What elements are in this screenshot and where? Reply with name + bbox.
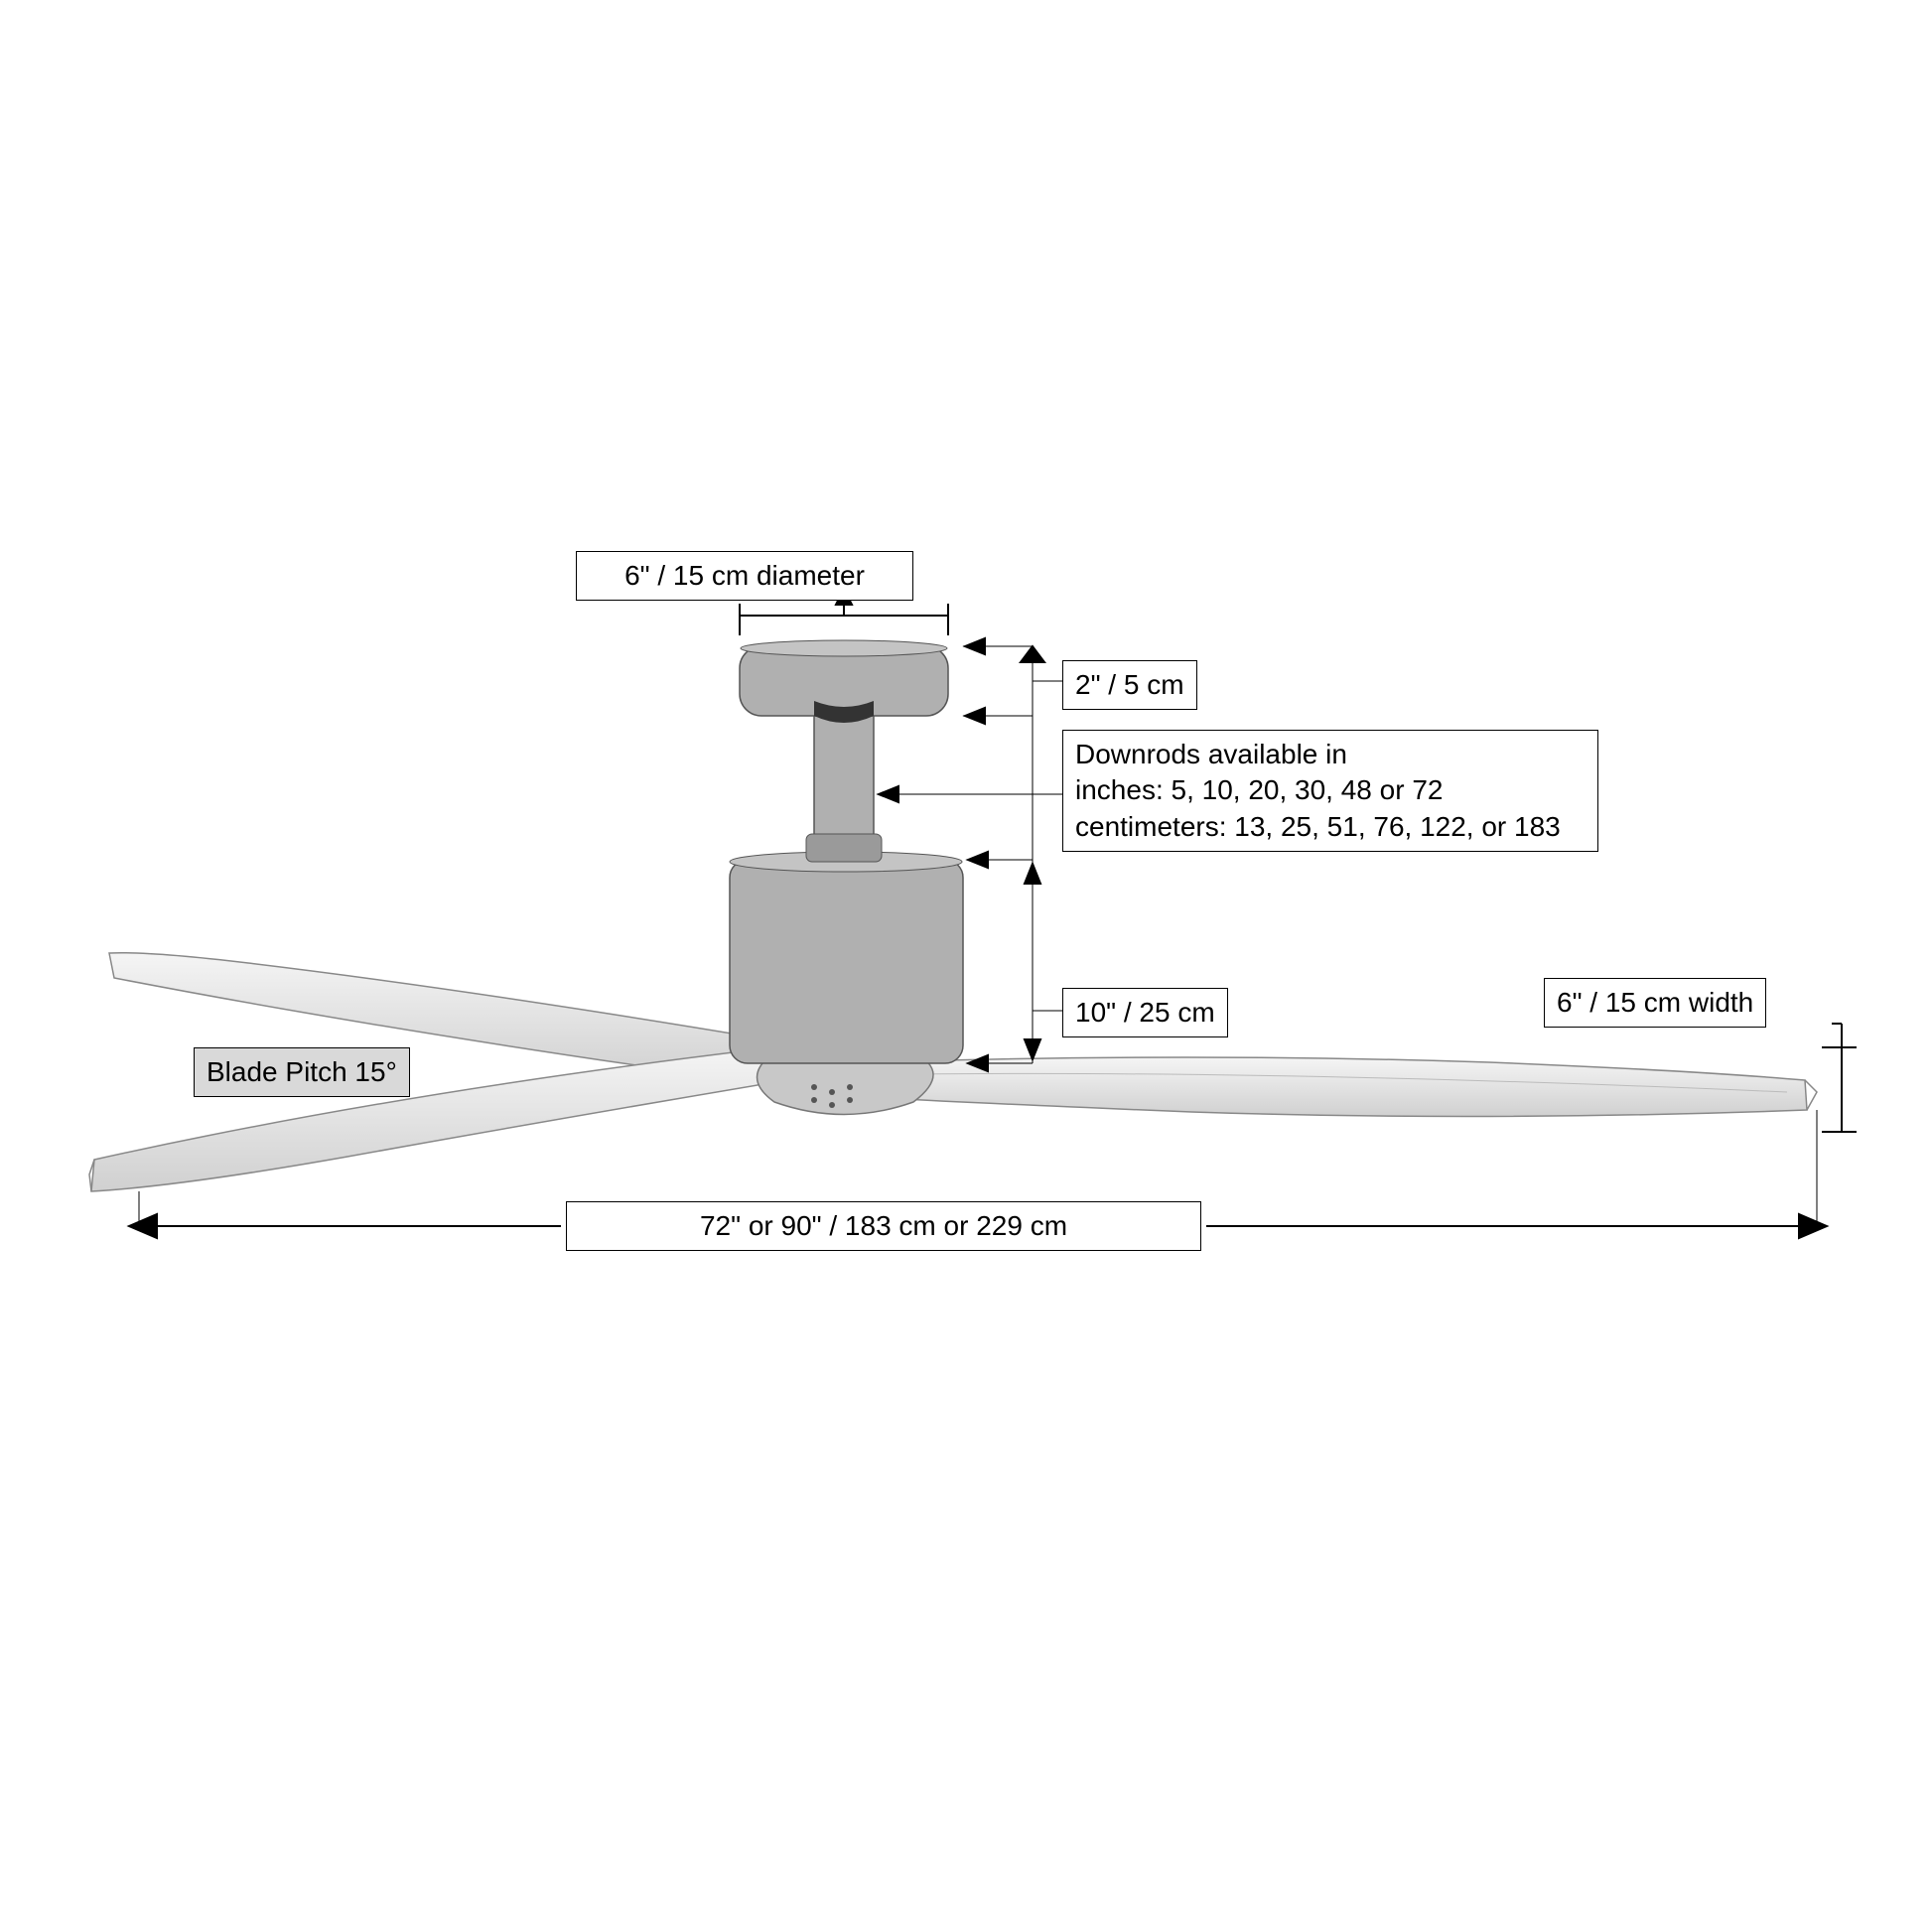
label-span: 72" or 90" / 183 cm or 229 cm (566, 1201, 1201, 1251)
label-canopy-diameter: 6" / 15 cm diameter (576, 551, 913, 601)
label-motor-height: 10" / 25 cm (1062, 988, 1228, 1037)
label-canopy-height: 2" / 5 cm (1062, 660, 1197, 710)
label-blade-width: 6" / 15 cm width (1544, 978, 1766, 1028)
label-blade-pitch: Blade Pitch 15° (194, 1047, 410, 1097)
diagram-stage: 6" / 15 cm diameter 2" / 5 cm Downrods a… (0, 0, 1932, 1932)
fan-diagram-svg (0, 0, 1932, 1932)
motor-housing (730, 860, 963, 1063)
label-downrods: Downrods available in inches: 5, 10, 20,… (1062, 730, 1598, 852)
